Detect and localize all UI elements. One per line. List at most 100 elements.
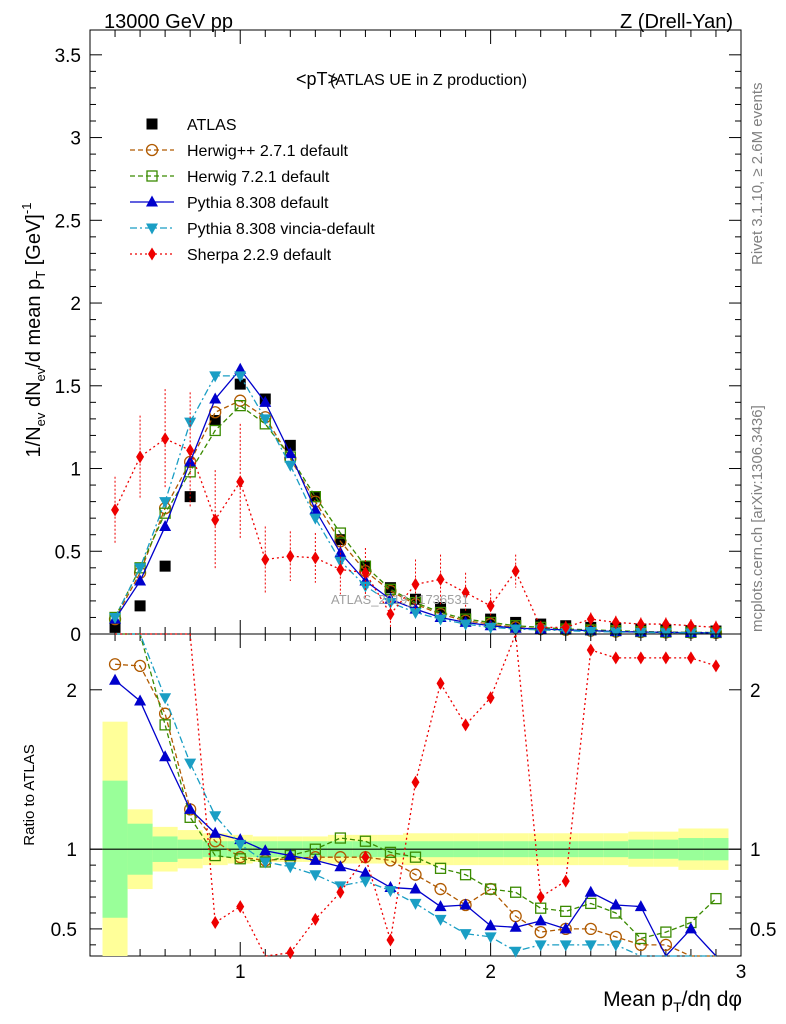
legend-label: Herwig 7.2.1 default [187, 169, 330, 186]
point-sherpa-2-2-9-default [486, 599, 495, 613]
point-sherpa-2-2-9-default [586, 612, 595, 626]
point-pythia-8-308-vincia-default [184, 417, 197, 429]
point-pythia-8-308-vincia-default [509, 624, 522, 636]
ratio-point-herwig-7-2-1-default [359, 835, 372, 847]
point-atlas [384, 582, 396, 594]
point-sherpa-2-2-9-default [561, 620, 570, 634]
ratio-point-pythia-8-308-default [359, 866, 372, 878]
ratio-point-sherpa-2-2-9-default [686, 651, 695, 665]
legend-label: Sherpa 2.2.9 default [187, 247, 332, 264]
ratio-point-pythia-8-308-default [184, 802, 197, 814]
ratio-point-pythia-8-308-default [134, 694, 147, 706]
ratio-point-herwig-7-2-1-default [660, 926, 672, 938]
point-pythia-8-308-vincia-default [459, 619, 472, 631]
legend-marker [145, 143, 159, 157]
ratio-point-pythia-8-308-default [459, 898, 472, 910]
line-herwig-7-2-1-default [114, 404, 716, 634]
main-y-tick-label: 0 [70, 625, 81, 646]
ratio-point-sherpa-2-2-9-default [636, 651, 645, 665]
energy-label: 13000 GeV pp [104, 11, 233, 33]
ratio-point-herwig-7-2-1-default [510, 886, 522, 898]
ratio-y-tick-label-right: 0.5 [750, 920, 776, 941]
ratio-point-herwig-2-7-1-default [534, 925, 547, 939]
point-pythia-8-308-vincia-default [609, 627, 622, 639]
ratio-point-sherpa-2-2-9-default [461, 718, 470, 732]
ratio-point-herwig-7-2-1-default [159, 719, 171, 731]
analysis-watermark: ATLAS_2019_I1736531 [331, 592, 469, 607]
ratio-point-sherpa-2-2-9-default [711, 659, 720, 673]
svg-text:1/Nev dNev/d mean pT [GeV]-1: 1/Nev dNev/d mean pT [GeV]-1 [19, 203, 48, 458]
point-sherpa-2-2-9-default [336, 562, 345, 576]
ratio-point-pythia-8-308-vincia-default [609, 940, 622, 952]
ratio-point-pythia-8-308-vincia-default [534, 940, 547, 952]
ratio-point-pythia-8-308-vincia-default [234, 839, 247, 851]
ratio-point-herwig-7-2-1-default [585, 897, 597, 910]
point-sherpa-2-2-9-default [411, 577, 420, 591]
legend-marker [148, 247, 156, 261]
main-y-axis-label: 1/Nev dNev/d mean pT [GeV]-1 [19, 203, 48, 458]
point-pythia-8-308-vincia-default [284, 460, 297, 472]
point-sherpa-2-2-9-default [661, 617, 670, 631]
ratio-point-pythia-8-308-vincia-default [184, 758, 197, 770]
point-atlas [109, 621, 121, 633]
ratio-point-herwig-7-2-1-default [484, 883, 497, 895]
main-y-tick-label: 1 [70, 460, 81, 481]
ratio-point-sherpa-2-2-9-default [211, 916, 220, 930]
ratio-point-herwig-2-7-1-default [158, 707, 172, 720]
point-pythia-8-308-default [234, 362, 247, 374]
point-atlas [159, 560, 171, 572]
point-sherpa-2-2-9-default [511, 564, 520, 578]
point-sherpa-2-2-9-default [311, 551, 320, 565]
point-pythia-8-308-vincia-default [234, 371, 247, 383]
ratio-point-pythia-8-308-default [684, 922, 697, 934]
point-herwig-7-2-1-default [209, 424, 221, 437]
point-pythia-8-308-vincia-default [159, 497, 172, 509]
ratio-point-pythia-8-308-vincia-default [159, 693, 172, 705]
ratio-point-herwig-2-7-1-default [108, 658, 122, 671]
ratio-point-pythia-8-308-vincia-default [409, 898, 422, 910]
point-pythia-8-308-default [159, 519, 172, 531]
point-pythia-8-308-vincia-default [109, 612, 122, 624]
ratio-point-herwig-2-7-1-default [584, 922, 597, 936]
observable-subtitle: (ATLAS UE in Z production) [330, 72, 527, 89]
ratio-point-herwig-7-2-1-default [635, 932, 647, 945]
ratio-point-herwig-7-2-1-default [334, 832, 347, 844]
ratio-point-sherpa-2-2-9-default [311, 912, 320, 926]
svg-text:Mean pT/dη dφ: Mean pT/dη dφ [603, 988, 742, 1015]
ratio-point-sherpa-2-2-9-default [536, 890, 545, 904]
point-sherpa-2-2-9-default [686, 619, 695, 633]
ratio-point-pythia-8-308-default [409, 882, 422, 894]
point-pythia-8-308-vincia-default [434, 614, 447, 626]
ratio-point-pythia-8-308-vincia-default [584, 940, 597, 952]
point-sherpa-2-2-9-default [186, 443, 195, 457]
ratio-point-pythia-8-308-default [159, 750, 172, 762]
ratio-point-sherpa-2-2-9-default [586, 643, 595, 657]
ratio-point-herwig-7-2-1-default [209, 849, 221, 862]
ratio-point-pythia-8-308-default [634, 900, 647, 912]
ratio-point-sherpa-2-2-9-default [486, 691, 495, 705]
ratio-point-pythia-8-308-default [584, 885, 597, 897]
mcplots-label: mcplots.cern.ch [arXiv:1306.3436] [749, 405, 766, 632]
ratio-point-sherpa-2-2-9-default [561, 874, 570, 888]
ratio-point-sherpa-2-2-9-default [661, 651, 670, 665]
ratio-y-tick-label-right: 1 [750, 840, 761, 861]
main-y-tick-label: 3.5 [55, 46, 81, 67]
ratio-y-tick-label: 2 [66, 681, 77, 702]
point-sherpa-2-2-9-default [611, 615, 620, 629]
ratio-point-herwig-7-2-1-default [710, 892, 722, 905]
point-sherpa-2-2-9-default [136, 450, 145, 464]
ratio-point-pythia-8-308-vincia-default [384, 886, 397, 898]
ratio-point-pythia-8-308-vincia-default [359, 876, 372, 888]
ratio-point-herwig-7-2-1-default [560, 905, 572, 918]
ratio-point-sherpa-2-2-9-default [361, 850, 370, 864]
process-label: Z (Drell-Yan) [620, 11, 733, 33]
ratio-line-pythia-8-308-default [114, 679, 717, 958]
point-pythia-8-308-vincia-default [209, 371, 222, 383]
ratio-point-pythia-8-308-default [334, 860, 347, 872]
main-panel: 0 0.5 1 1.5 2 2.5 3 3.5 [55, 29, 742, 646]
point-sherpa-2-2-9-default [636, 617, 645, 631]
ratio-point-herwig-2-7-1-default [434, 882, 447, 896]
ratio-point-pythia-8-308-vincia-default [559, 940, 572, 952]
ratio-panel: 1 2 30.5 0.51 12 2 [51, 633, 776, 983]
point-pythia-8-308-vincia-default [584, 627, 597, 639]
